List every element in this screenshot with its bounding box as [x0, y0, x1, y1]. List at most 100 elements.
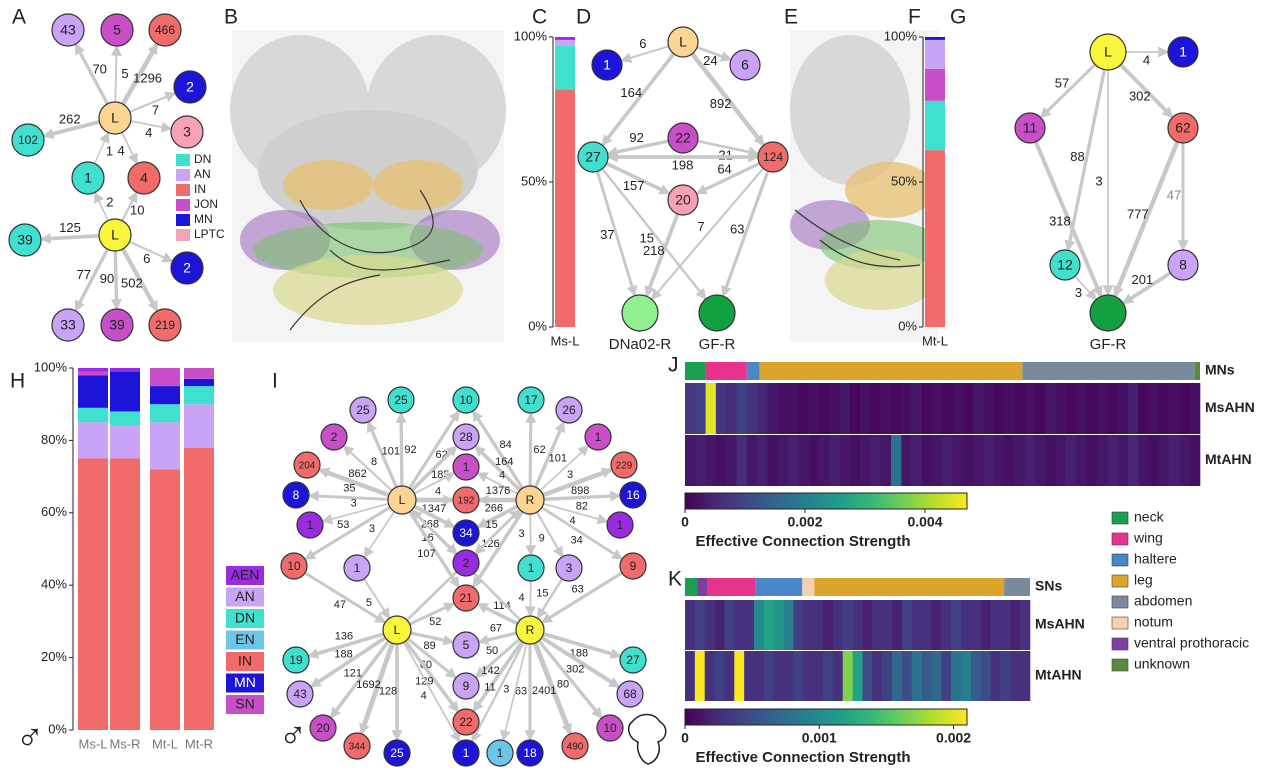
node-name: GF-R	[699, 336, 736, 353]
brain-render-b	[230, 30, 506, 342]
edge	[530, 581, 531, 615]
heat-cell	[872, 600, 882, 650]
heat-cell	[901, 383, 912, 434]
node-label: 4	[140, 170, 148, 186]
edge-label: 37	[600, 227, 614, 242]
edge-label: 10	[130, 202, 144, 217]
node-label: 39	[17, 232, 33, 248]
heat-cell	[961, 600, 971, 650]
node-label: 9	[630, 559, 637, 573]
edge-label: 1376	[486, 485, 510, 497]
heat-cell	[1097, 435, 1108, 486]
category-segment	[685, 362, 706, 380]
heat-cell	[833, 651, 843, 701]
edge-label: 1296	[133, 70, 162, 85]
edge	[305, 573, 384, 622]
legend-swatch	[1112, 659, 1128, 671]
edge-label: 50	[486, 645, 498, 657]
node-label: 10	[603, 721, 617, 735]
legend-label: leg	[1134, 572, 1153, 588]
edge-label: 82	[576, 500, 588, 512]
heat-cell	[809, 435, 820, 486]
y-tick-label: 100%	[514, 28, 548, 43]
bar-segment	[925, 40, 945, 69]
heat-cell	[963, 383, 974, 434]
heat-cell	[891, 383, 902, 434]
node-label: 25	[390, 746, 404, 760]
heat-cell	[813, 600, 823, 650]
heat-cell	[803, 651, 813, 701]
node-label: 19	[289, 653, 303, 667]
legend-swatch	[1112, 617, 1128, 629]
heat-cell	[862, 600, 872, 650]
heat-cell	[850, 435, 861, 486]
node-label: 124	[763, 150, 783, 164]
category-segment	[1195, 362, 1200, 380]
node-label: 5	[463, 638, 470, 652]
edge-label: 502	[121, 275, 143, 290]
heat-cell	[931, 651, 941, 701]
node-label: 219	[155, 318, 175, 332]
heat-cell	[784, 651, 794, 701]
heat-cell	[778, 435, 789, 486]
heat-cell	[764, 600, 774, 650]
edge-label: 2	[106, 195, 113, 210]
edge-label: 101	[382, 445, 400, 457]
node-label: 11	[1023, 120, 1038, 136]
edge-label: 88	[1070, 149, 1084, 164]
colorbar	[685, 493, 967, 509]
heat-cell	[744, 651, 754, 701]
edge-label: 777	[1127, 207, 1149, 222]
brain-render-e	[790, 30, 940, 342]
heat-cell	[1004, 383, 1015, 434]
bar-segment	[110, 368, 140, 372]
node-label: 1	[307, 518, 314, 532]
bar-segment	[78, 422, 108, 458]
heat-cell	[973, 383, 984, 434]
bar-segment	[150, 368, 180, 386]
node-label: 39	[109, 317, 125, 333]
edge-label: 52	[429, 616, 441, 628]
node-label: 2	[183, 260, 191, 276]
edge	[115, 251, 116, 308]
heat-cell	[716, 383, 727, 434]
heat-cell	[1179, 435, 1190, 486]
bar-segment	[150, 422, 180, 469]
edge-label: 3	[1095, 173, 1102, 188]
heat-cell	[754, 651, 764, 701]
heat-cell	[991, 600, 1001, 650]
edge-label: 188	[334, 648, 352, 660]
heat-cell	[757, 435, 768, 486]
heat-cell	[994, 435, 1005, 486]
edge-label: 92	[404, 444, 416, 456]
heat-cell	[922, 435, 933, 486]
edge-label: 4	[518, 592, 524, 604]
edge-label: 3	[351, 498, 357, 510]
heat-cell	[695, 435, 706, 486]
edge-label: 1	[106, 144, 113, 159]
heat-cell	[953, 435, 964, 486]
heat-cell	[715, 600, 725, 650]
vnc-icon	[629, 715, 666, 765]
node-label: L	[1104, 44, 1112, 60]
bar-segment	[925, 150, 945, 327]
node-label: 1	[528, 561, 535, 575]
node-label: 192	[458, 496, 475, 507]
legend-label: SN	[235, 696, 254, 712]
heat-cell	[685, 435, 696, 486]
heat-cell	[754, 600, 764, 650]
legend-swatch	[176, 154, 190, 166]
heat-cell	[981, 600, 991, 650]
heat-cell	[744, 600, 754, 650]
edge-label: 185	[431, 469, 449, 481]
edge	[530, 414, 531, 486]
category-segment	[802, 578, 814, 596]
legend-label: unknown	[1134, 656, 1190, 672]
legend-label: ventral prothoracic	[1134, 635, 1249, 651]
node-label: 43	[60, 22, 76, 38]
edge	[130, 242, 172, 261]
heat-cell	[1025, 435, 1036, 486]
panel-label: A	[12, 6, 26, 29]
edge-label: 4	[421, 690, 427, 702]
y-tick-label: 50%	[891, 173, 917, 188]
